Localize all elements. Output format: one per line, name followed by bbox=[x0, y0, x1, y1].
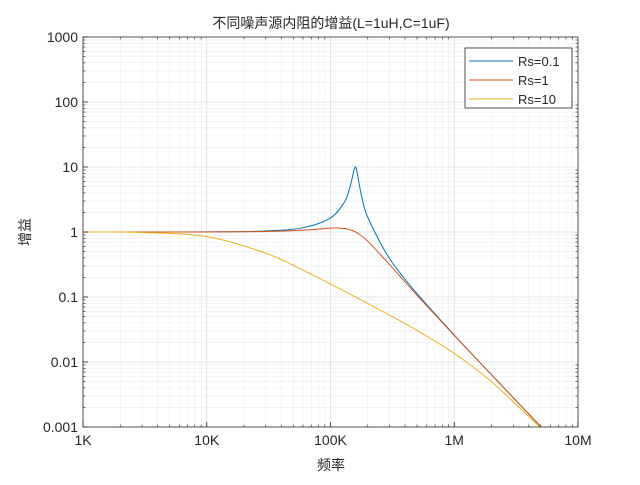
legend-entry: Rs=0.1 bbox=[518, 54, 560, 69]
x-tick-label: 10K bbox=[194, 432, 220, 448]
x-tick-label: 1K bbox=[74, 432, 92, 448]
series-line-rs-10 bbox=[83, 231, 541, 427]
legend-box bbox=[464, 47, 573, 109]
y-axis-label: 增益 bbox=[17, 218, 33, 246]
x-tick-label: 10M bbox=[564, 432, 591, 448]
y-tick-label: 1000 bbox=[47, 29, 78, 45]
x-axis-label: 频率 bbox=[317, 457, 345, 473]
y-tick-label: 10 bbox=[62, 159, 78, 175]
y-tick-label: 100 bbox=[55, 94, 79, 110]
series-group bbox=[83, 166, 542, 427]
legend-entry: Rs=10 bbox=[518, 92, 556, 107]
legend: Rs=0.1 Rs=1 Rs=10 bbox=[464, 47, 573, 109]
y-tick-label: 0.1 bbox=[59, 289, 79, 305]
y-tick-label: 1 bbox=[70, 224, 78, 240]
series-line-rs-0-1 bbox=[83, 166, 542, 427]
plot-area: 1K 10K 100K 1M 10M 0.001 0.01 0.1 1 10 100 1000 Rs=0… bbox=[43, 29, 592, 448]
y-tick-label: 0.01 bbox=[51, 354, 78, 370]
x-tick-label: 1M bbox=[445, 432, 464, 448]
series-line-rs-1 bbox=[83, 227, 542, 427]
chart-title: 不同噪声源内阻的增益(L=1uH,C=1uF) bbox=[212, 15, 449, 31]
y-tick-label: 0.001 bbox=[43, 419, 78, 435]
legend-entry: Rs=1 bbox=[518, 73, 549, 88]
x-tick-label: 100K bbox=[314, 432, 347, 448]
